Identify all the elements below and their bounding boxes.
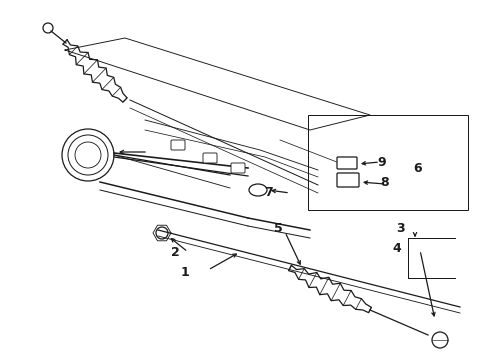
- Text: 9: 9: [378, 156, 386, 168]
- FancyBboxPatch shape: [171, 140, 185, 150]
- Text: 4: 4: [392, 242, 401, 255]
- FancyBboxPatch shape: [337, 157, 357, 169]
- Text: 6: 6: [414, 162, 422, 175]
- FancyBboxPatch shape: [203, 153, 217, 163]
- Text: 8: 8: [381, 175, 390, 189]
- Bar: [308, 115, 468, 210]
- Text: 5: 5: [273, 221, 282, 234]
- Text: 2: 2: [171, 246, 179, 258]
- Text: 3: 3: [396, 221, 404, 234]
- FancyBboxPatch shape: [231, 163, 245, 173]
- Text: 7: 7: [264, 185, 272, 198]
- FancyBboxPatch shape: [337, 173, 359, 187]
- Text: 1: 1: [181, 266, 189, 279]
